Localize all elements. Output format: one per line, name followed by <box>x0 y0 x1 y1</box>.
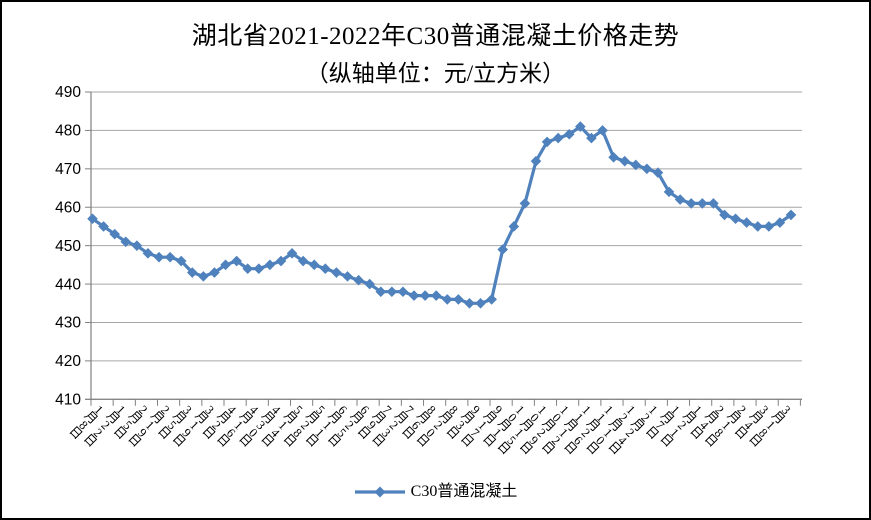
legend-label: C30普通混凝土 <box>410 483 518 500</box>
data-point <box>641 163 653 175</box>
data-point <box>320 263 331 274</box>
data-point <box>430 290 442 301</box>
data-point <box>563 128 575 140</box>
y-tick-label: 480 <box>55 123 81 140</box>
data-point <box>697 198 708 209</box>
data-point <box>175 255 187 267</box>
y-tick-label: 470 <box>55 161 81 178</box>
data-point <box>708 198 719 209</box>
data-point <box>331 267 342 278</box>
data-point <box>253 263 265 274</box>
data-point <box>120 236 132 248</box>
data-point <box>131 240 143 251</box>
data-point <box>386 286 398 298</box>
data-point <box>441 294 453 305</box>
y-tick-label: 420 <box>55 353 81 370</box>
data-point <box>153 251 165 263</box>
data-point <box>530 155 542 167</box>
data-point <box>231 255 242 267</box>
y-axis-labels: 410 420 430 440 450 460 470 480 490 <box>55 84 81 408</box>
data-point <box>198 271 209 282</box>
data-point <box>375 286 387 298</box>
data-point <box>497 244 509 255</box>
data-point <box>519 198 531 209</box>
series-markers <box>87 121 797 309</box>
data-point <box>608 152 619 163</box>
y-tick-label: 450 <box>55 238 81 255</box>
gridlines <box>85 91 802 400</box>
data-point <box>586 132 597 144</box>
data-point <box>763 221 775 232</box>
data-point <box>308 259 320 271</box>
data-point <box>552 132 564 144</box>
chart-subtitle: （纵轴单位：元/立方米） <box>305 61 566 86</box>
series-line <box>90 124 793 305</box>
data-point <box>730 213 741 225</box>
data-point <box>464 297 475 309</box>
data-point <box>109 228 120 240</box>
data-point <box>419 290 431 301</box>
data-point <box>342 271 353 282</box>
legend: C30普通混凝土 <box>2 484 869 500</box>
data-point <box>286 248 298 259</box>
data-point <box>98 221 109 232</box>
y-tick-label: 430 <box>55 315 81 332</box>
data-point <box>87 213 98 225</box>
y-tick-label: 490 <box>55 84 81 101</box>
data-point <box>209 267 220 278</box>
data-point <box>630 159 642 171</box>
data-point <box>774 217 786 228</box>
data-point <box>242 263 254 274</box>
legend-line-diamond-icon <box>354 486 405 498</box>
x-tick-label: 3月18日 <box>746 401 795 450</box>
data-point <box>264 259 276 271</box>
data-point <box>741 217 752 228</box>
data-point <box>353 274 364 286</box>
data-point <box>541 136 553 148</box>
data-point <box>674 194 686 205</box>
y-tick-label: 440 <box>55 276 81 293</box>
data-point <box>364 278 375 290</box>
data-point <box>220 259 231 271</box>
data-point <box>597 125 608 136</box>
data-point <box>408 290 420 301</box>
data-point <box>164 251 176 263</box>
data-point <box>275 255 287 267</box>
axes <box>85 92 802 406</box>
data-point <box>785 209 797 221</box>
data-point <box>685 198 697 209</box>
data-point <box>508 221 520 232</box>
x-axis-labels: 1月8日1月22日2月5日2月19日3月5日3月19日4月2日4月16日4月30… <box>66 401 795 458</box>
data-point <box>297 255 309 267</box>
y-tick-label: 460 <box>55 199 81 216</box>
data-point <box>453 294 464 305</box>
chart-title: 湖北省2021-2022年C30普通混凝土价格走势 <box>191 23 680 50</box>
data-point <box>186 267 198 278</box>
data-point <box>475 297 486 309</box>
y-tick-label: 410 <box>55 392 81 409</box>
data-point <box>142 248 154 259</box>
data-point <box>619 155 630 167</box>
data-point <box>752 221 764 232</box>
data-point <box>719 209 730 221</box>
data-point <box>486 294 497 305</box>
data-point <box>652 167 664 178</box>
data-point <box>663 186 675 198</box>
data-point <box>397 286 409 298</box>
